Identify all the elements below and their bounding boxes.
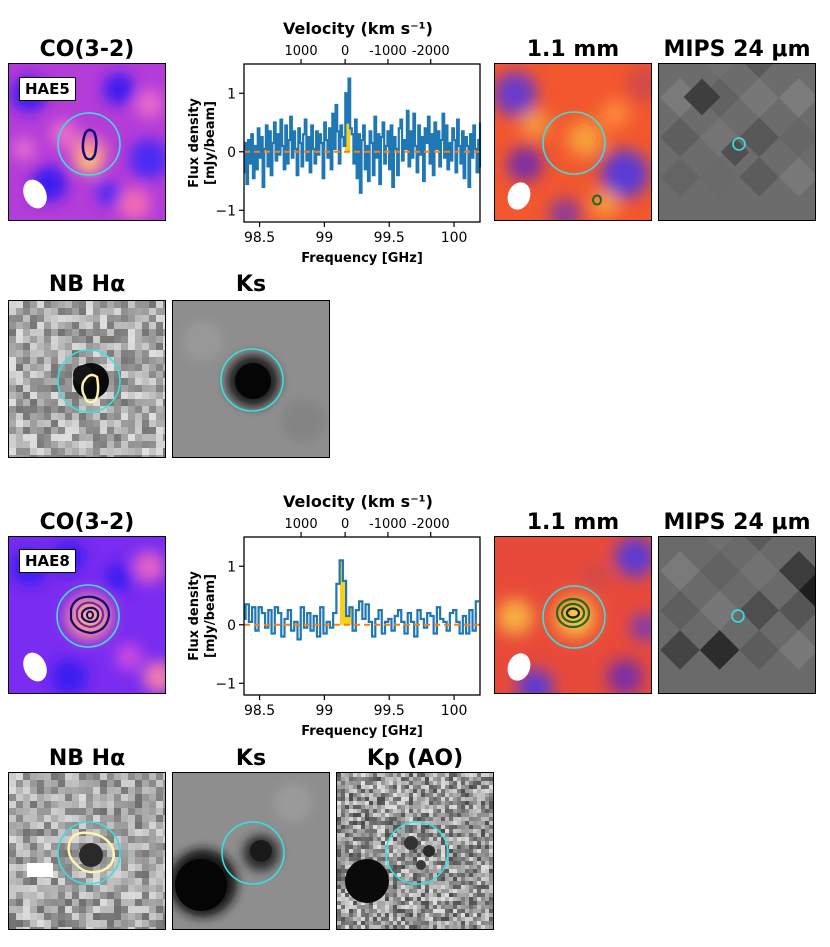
plot-frame [243, 63, 481, 223]
spectrum-plot: 98.5 99 99.5 100 1000 0 -1000 -2000 −1 0 1 Frequenc… [187, 492, 481, 739]
noise-layer [9, 773, 165, 929]
beam-ellipse [23, 652, 47, 682]
ha-contour [67, 831, 115, 874]
x-tick-label: 98.5 [244, 703, 275, 719]
mm-map-hae8 [494, 536, 652, 694]
tick-marks [652, 536, 656, 694]
y-axis-label-line1: Flux density [187, 571, 202, 661]
ks-title-hae5: Ks [235, 272, 267, 297]
aperture-circle [57, 349, 121, 413]
noise-layer [9, 301, 165, 457]
mm-contour [592, 194, 602, 206]
top-axis-label: Velocity (km s⁻¹) [283, 492, 433, 511]
aperture-circle [542, 585, 606, 649]
y-tick-label: 1 [227, 559, 236, 575]
source-label-hae5: HAE5 [19, 77, 76, 101]
y-tick-label: 1 [227, 86, 236, 102]
top-tick-label: 0 [341, 44, 349, 59]
aperture-circle [220, 348, 284, 412]
top-tick-label: -2000 [412, 517, 450, 532]
tick-marks [652, 63, 656, 221]
tick-marks [330, 772, 334, 930]
co-title-hae5: CO(3-2) [39, 37, 135, 62]
x-tick-label: 99 [315, 230, 333, 246]
co-contour [80, 606, 100, 624]
y-tick-label: −1 [215, 676, 236, 692]
noise-layer [337, 773, 493, 929]
y-axis-label-line1: Flux density [187, 98, 202, 188]
mm-title-hae5: 1.1 mm [526, 37, 620, 62]
top-tick-label: 1000 [285, 517, 318, 532]
y-tick-label: 0 [227, 145, 236, 161]
plot-frame [243, 536, 481, 696]
co-contour [81, 128, 98, 161]
y-axis-label: Flux density [mJy/beam] [187, 98, 218, 188]
mm-contour [555, 597, 591, 629]
x-tick-label: 100 [441, 703, 468, 719]
nb-title-hae8: NB Hα [48, 746, 126, 771]
y-axis-label-line2: [mJy/beam] [203, 574, 218, 658]
top-axis-label: Velocity (km s⁻¹) [283, 19, 433, 38]
y-axis-label: Flux density [mJy/beam] [187, 571, 218, 661]
top-tick-label: 1000 [285, 44, 318, 59]
aperture-circle [542, 111, 606, 175]
x-axis-label: Frequency [GHz] [301, 724, 423, 739]
y-axis-label-line2: [mJy/beam] [203, 101, 218, 185]
top-tick-label: -2000 [412, 44, 450, 59]
x-tick-label: 99 [315, 703, 333, 719]
y-tick-label: 0 [227, 618, 236, 634]
spectrum-line [243, 77, 482, 194]
aperture-circle [732, 137, 746, 151]
top-tick-label: -1000 [369, 44, 407, 59]
aperture-circle [56, 584, 120, 648]
aperture-circle [57, 112, 121, 176]
x-tick-label: 98.5 [244, 230, 275, 246]
mm-contour [560, 602, 586, 624]
co-contour [75, 601, 105, 629]
source-label-hae8: HAE8 [19, 549, 76, 573]
nb-title-hae5: NB Hα [48, 272, 126, 297]
tick-marks [166, 772, 170, 930]
ks-map-hae8 [172, 772, 330, 930]
ha-contour [81, 373, 100, 404]
mips-map-hae8 [658, 536, 816, 694]
beam-ellipse [507, 182, 531, 210]
mm-contour [565, 607, 581, 619]
aperture-circle [57, 821, 121, 885]
aperture-circle [385, 821, 449, 885]
kp-map-hae8 [336, 772, 494, 930]
top-tick-label: 0 [341, 517, 349, 532]
co-contour [69, 595, 111, 635]
mips-title-hae5: MIPS 24 μm [663, 37, 811, 62]
spectrum-hae5: 98.5 99 99.5 100 1000 0 -1000 -2000 −1 0 1 Frequenc… [168, 0, 488, 275]
co-title-hae8: CO(3-2) [39, 510, 135, 535]
spectrum-plot: 98.5 99 99.5 100 1000 0 -1000 -2000 −1 0 1 Frequenc… [187, 19, 482, 266]
aperture-circle [731, 609, 745, 623]
tick-marks [166, 300, 170, 458]
spectrum-line [244, 559, 480, 641]
spectrum-hae8: 98.5 99 99.5 100 1000 0 -1000 -2000 −1 0 1 Frequenc… [168, 473, 488, 748]
x-tick-label: 99.5 [374, 703, 405, 719]
beam-ellipse [507, 653, 531, 681]
mm-map-hae5 [494, 63, 652, 221]
mips-map-hae5 [658, 63, 816, 221]
nb-map-hae5 [8, 300, 166, 458]
ks-map-hae5 [172, 300, 330, 458]
x-tick-label: 100 [441, 230, 468, 246]
nb-map-hae8 [8, 772, 166, 930]
beam-ellipse [23, 179, 47, 209]
mips-title-hae8: MIPS 24 μm [663, 510, 811, 535]
y-tick-label: −1 [215, 203, 236, 219]
co-contour [86, 610, 94, 620]
ks-title-hae8: Ks [235, 746, 267, 771]
top-tick-label: -1000 [369, 517, 407, 532]
aperture-circle [221, 821, 285, 885]
x-tick-label: 99.5 [374, 230, 405, 246]
x-axis-label: Frequency [GHz] [301, 251, 423, 266]
mm-title-hae8: 1.1 mm [526, 510, 620, 535]
kp-title-hae8: Kp (AO) [366, 746, 464, 771]
